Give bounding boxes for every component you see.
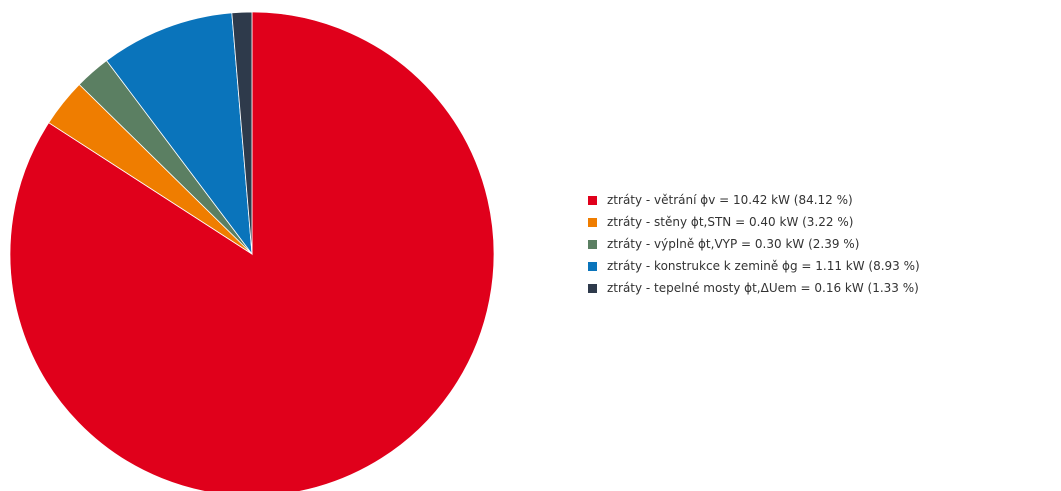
legend-swatch-ventilation: [588, 195, 597, 205]
pie-slice-ground-constructions: [105, 12, 253, 256]
legend-swatch-openings: [588, 239, 597, 249]
legend-label-openings: ztráty - výplně ϕt,VYP = 0.30 kW (2.39 %…: [607, 237, 860, 251]
legend-item-thermal-bridges: ztráty - tepelné mosty ϕt,ΔUem = 0.16 kW…: [588, 277, 920, 299]
legend-swatch-thermal-bridges: [588, 283, 597, 293]
legend-swatch-walls: [588, 217, 597, 227]
pie-slice-thermal-bridges: [231, 11, 253, 255]
legend-label-walls: ztráty - stěny ϕt,STN = 0.40 kW (3.22 %): [607, 215, 854, 229]
legend-swatch-ground-constructions: [588, 261, 597, 271]
legend-label-ground-constructions: ztráty - konstrukce k zemině ϕg = 1.11 k…: [607, 259, 920, 273]
legend-item-ground-constructions: ztráty - konstrukce k zemině ϕg = 1.11 k…: [588, 255, 920, 277]
legend-label-ventilation: ztráty - větrání ϕv = 10.42 kW (84.12 %): [607, 193, 853, 207]
pie-slice-ventilation: [9, 11, 495, 491]
legend: ztráty - větrání ϕv = 10.42 kW (84.12 %)…: [588, 189, 920, 299]
legend-item-openings: ztráty - výplně ϕt,VYP = 0.30 kW (2.39 %…: [588, 233, 920, 255]
pie-slices: [9, 11, 495, 491]
legend-item-walls: ztráty - stěny ϕt,STN = 0.40 kW (3.22 %): [588, 211, 920, 233]
pie-plot-area: [9, 11, 495, 491]
legend-item-ventilation: ztráty - větrání ϕv = 10.42 kW (84.12 %): [588, 189, 920, 211]
legend-label-thermal-bridges: ztráty - tepelné mosty ϕt,ΔUem = 0.16 kW…: [607, 281, 919, 295]
